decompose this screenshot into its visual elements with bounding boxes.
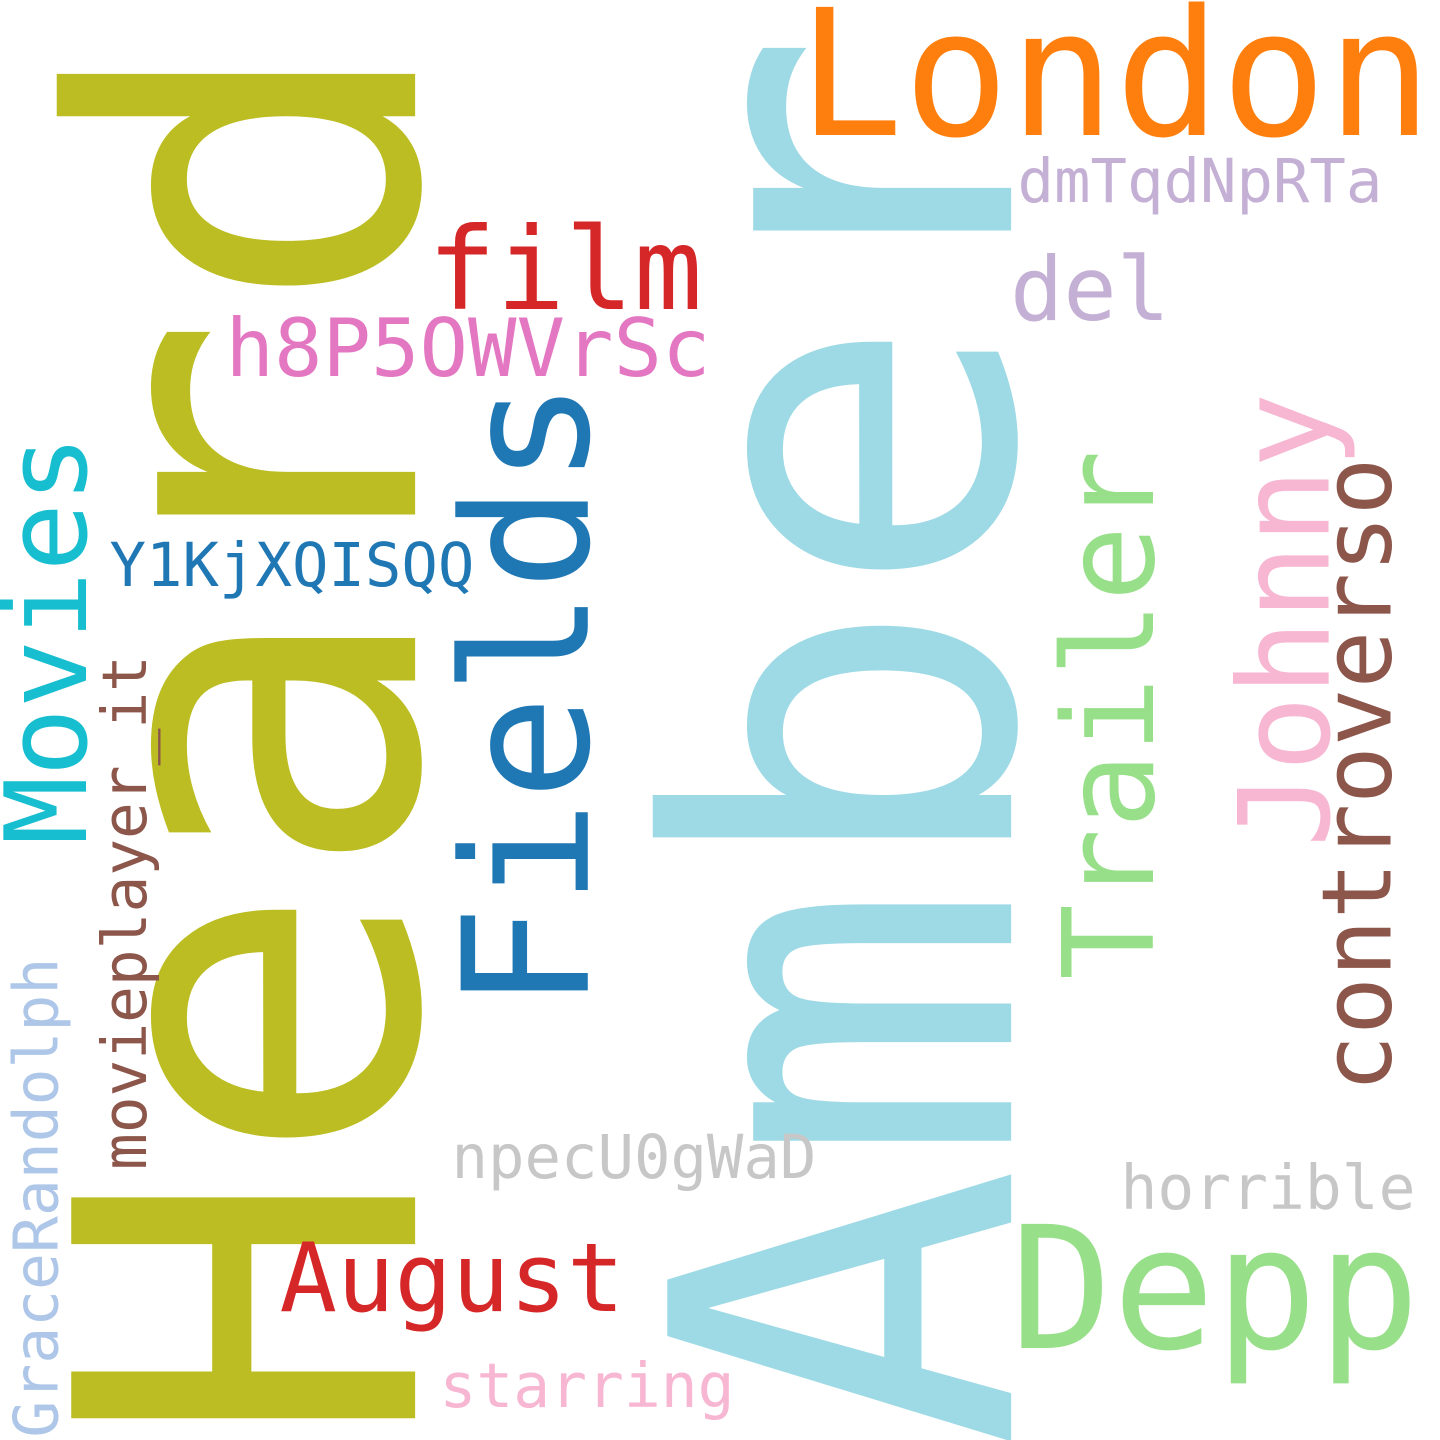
word-controverso: controverso bbox=[1301, 457, 1414, 1093]
word-gracerandolph: GraceRandolph bbox=[1, 957, 73, 1438]
word-horrible: horrible bbox=[1120, 1152, 1416, 1224]
word-npecu0gwad: npecU0gWaD bbox=[451, 1122, 817, 1193]
word-movieplayer_it: movieplayer_it bbox=[89, 654, 161, 1170]
word-del: del bbox=[1010, 237, 1170, 341]
word-trailer: Trailer bbox=[1036, 449, 1184, 980]
word-starring: starring bbox=[439, 1350, 735, 1422]
word-depp: Depp bbox=[1010, 1191, 1420, 1389]
word-london: London bbox=[797, 0, 1433, 177]
word-fields: Fields bbox=[426, 380, 630, 1011]
word-y1kjxqisqq: Y1KjXQISQQ bbox=[109, 530, 475, 601]
word-august: August bbox=[279, 1222, 625, 1334]
word-h8p50wvrsc: h8P5OWVrSc bbox=[225, 300, 711, 395]
word-film: film bbox=[427, 203, 703, 336]
word-dmtqdnprta: dmTqdNpRTa bbox=[1017, 146, 1383, 217]
